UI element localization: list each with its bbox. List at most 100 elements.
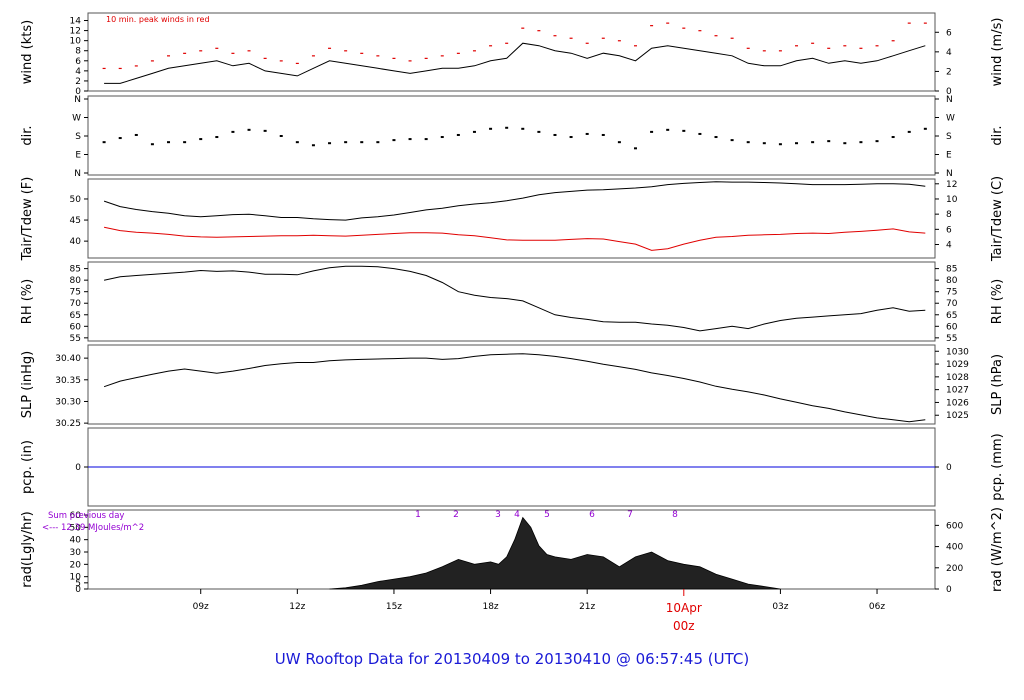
peak-wind-mark xyxy=(923,22,927,24)
y-tick-label-right: 75 xyxy=(946,288,957,298)
panel-temperature: 40 45 50 4 6 8 10 12 Tair/Tdew (F) Tair/Tdew (C) xyxy=(20,176,1005,262)
y-tick-label-left: 20 xyxy=(70,560,82,570)
panel-frame xyxy=(87,12,936,92)
panel-frame xyxy=(87,261,936,342)
wind-direction-point xyxy=(472,130,476,133)
wind-direction-point xyxy=(328,142,332,145)
wind-direction-point xyxy=(827,140,831,143)
pressure-line xyxy=(103,353,926,423)
y-tick-label-right: W xyxy=(946,114,955,124)
wind-direction-point xyxy=(360,141,364,144)
peak-wind-mark xyxy=(601,37,605,39)
dewpoint-line xyxy=(103,226,926,251)
wind-speed-line xyxy=(104,42,926,84)
peak-wind-mark xyxy=(633,45,637,47)
y-axis-title-right: rad (W/m^2) xyxy=(990,507,1005,592)
y-axis-title-left: RH (%) xyxy=(20,279,35,324)
y-tick-label-left: N xyxy=(74,95,81,105)
wind-direction-point xyxy=(440,136,444,139)
peak-wind-mark xyxy=(279,60,283,62)
peak-wind-mark xyxy=(521,27,525,29)
y-tick-label-right: N xyxy=(946,95,953,105)
wind-direction-point xyxy=(795,142,799,145)
wind-direction-point xyxy=(778,143,782,146)
y-tick-label-left: 6 xyxy=(75,57,81,67)
y-tick-label-right: 1025 xyxy=(946,411,969,421)
y-axis-title-right: dir. xyxy=(990,125,1005,145)
y-tick-label-left: 2 xyxy=(75,77,81,87)
x-tick-label: 06z xyxy=(869,602,885,612)
y-tick-label-left: 40 xyxy=(70,536,82,546)
peak-wind-mark xyxy=(585,42,589,44)
y-tick-label-left: S xyxy=(75,132,81,142)
y-axis-title-left: wind (kts) xyxy=(20,20,35,84)
peak-wind-mark xyxy=(102,67,106,70)
wind-direction-point xyxy=(923,127,927,130)
panel-sea-level-pressure: 30.25 30.30 30.35 30.40 1025 1026 1027 1028 1029… xyxy=(20,344,1005,429)
y-tick-label-right: 0 xyxy=(946,87,952,97)
wind-direction-point xyxy=(521,127,525,130)
peak-wind-mark xyxy=(360,52,364,54)
y-axis-title-right: Tair/Tdew (C) xyxy=(990,176,1005,262)
y-tick-label-right: 1028 xyxy=(946,373,969,383)
peak-wind-mark xyxy=(569,37,573,39)
y-tick-label-right: N xyxy=(946,169,953,179)
y-tick-label-left: 75 xyxy=(70,288,81,298)
panel-frame xyxy=(87,95,936,176)
wind-direction-point xyxy=(601,133,605,136)
wind-direction-point xyxy=(875,140,879,143)
wind-direction-point xyxy=(118,137,122,140)
y-tick-label-left: 55 xyxy=(70,334,81,344)
radiation-hour-marker: 4 xyxy=(514,510,520,520)
wind-direction-point xyxy=(682,129,686,132)
wind-direction-point xyxy=(344,141,348,144)
wind-direction-point xyxy=(843,142,847,145)
wind-direction-point xyxy=(762,142,766,145)
x-tick-label: 15z xyxy=(386,602,402,612)
x-tick-label: 18z xyxy=(482,602,498,612)
wind-direction-point xyxy=(199,138,203,141)
x-tick-label: 09z xyxy=(193,602,209,612)
wind-direction-point xyxy=(666,128,670,131)
y-tick-label-right: 4 xyxy=(946,48,952,58)
peak-wind-mark xyxy=(344,50,348,52)
wind-direction-point xyxy=(392,139,396,142)
figure-caption: UW Rooftop Data for 20130409 to 20130410… xyxy=(274,650,750,668)
peak-wind-mark xyxy=(472,50,476,52)
wind-direction-point xyxy=(730,139,734,142)
y-tick-label-right: 0 xyxy=(946,463,952,473)
wind-direction-point xyxy=(650,130,654,133)
day-marker-time: 00z xyxy=(673,619,695,633)
peak-wind-mark xyxy=(231,52,235,54)
y-tick-label-left: 10 xyxy=(70,37,82,47)
wind-direction-point xyxy=(376,141,380,144)
y-tick-label-right: 10 xyxy=(946,195,958,205)
peak-wind-mark xyxy=(762,50,766,52)
y-tick-label-right: 85 xyxy=(946,265,957,275)
peak-wind-mark xyxy=(167,55,171,57)
y-tick-label-right: 55 xyxy=(946,334,957,344)
peak-wind-mark xyxy=(553,35,557,37)
peak-wind-mark xyxy=(247,50,251,52)
y-tick-label-right: 0 xyxy=(946,585,952,595)
peak-wind-mark xyxy=(698,30,702,32)
y-tick-label-left: 30 xyxy=(70,548,82,558)
y-tick-label-right: 1030 xyxy=(946,347,969,357)
y-tick-label-right: S xyxy=(946,132,952,142)
peak-wind-mark xyxy=(215,47,219,49)
wind-direction-point xyxy=(456,133,460,136)
sum-note-value: <--- 12.39 MJoules/m^2 xyxy=(42,523,144,533)
peak-wind-mark xyxy=(843,45,847,47)
radiation-hour-marker: 5 xyxy=(544,510,550,520)
wind-direction-point xyxy=(811,141,815,144)
wind-direction-point xyxy=(134,133,138,136)
y-tick-label-left: 85 xyxy=(70,265,81,275)
wind-direction-point xyxy=(746,141,750,144)
y-tick-label-left: 14 xyxy=(70,17,82,27)
wind-direction-point xyxy=(859,141,863,144)
y-tick-label-left: N xyxy=(74,169,81,179)
peak-wind-mark xyxy=(424,57,428,59)
y-tick-label-left: 10 xyxy=(70,573,82,583)
wind-direction-point xyxy=(167,141,171,144)
